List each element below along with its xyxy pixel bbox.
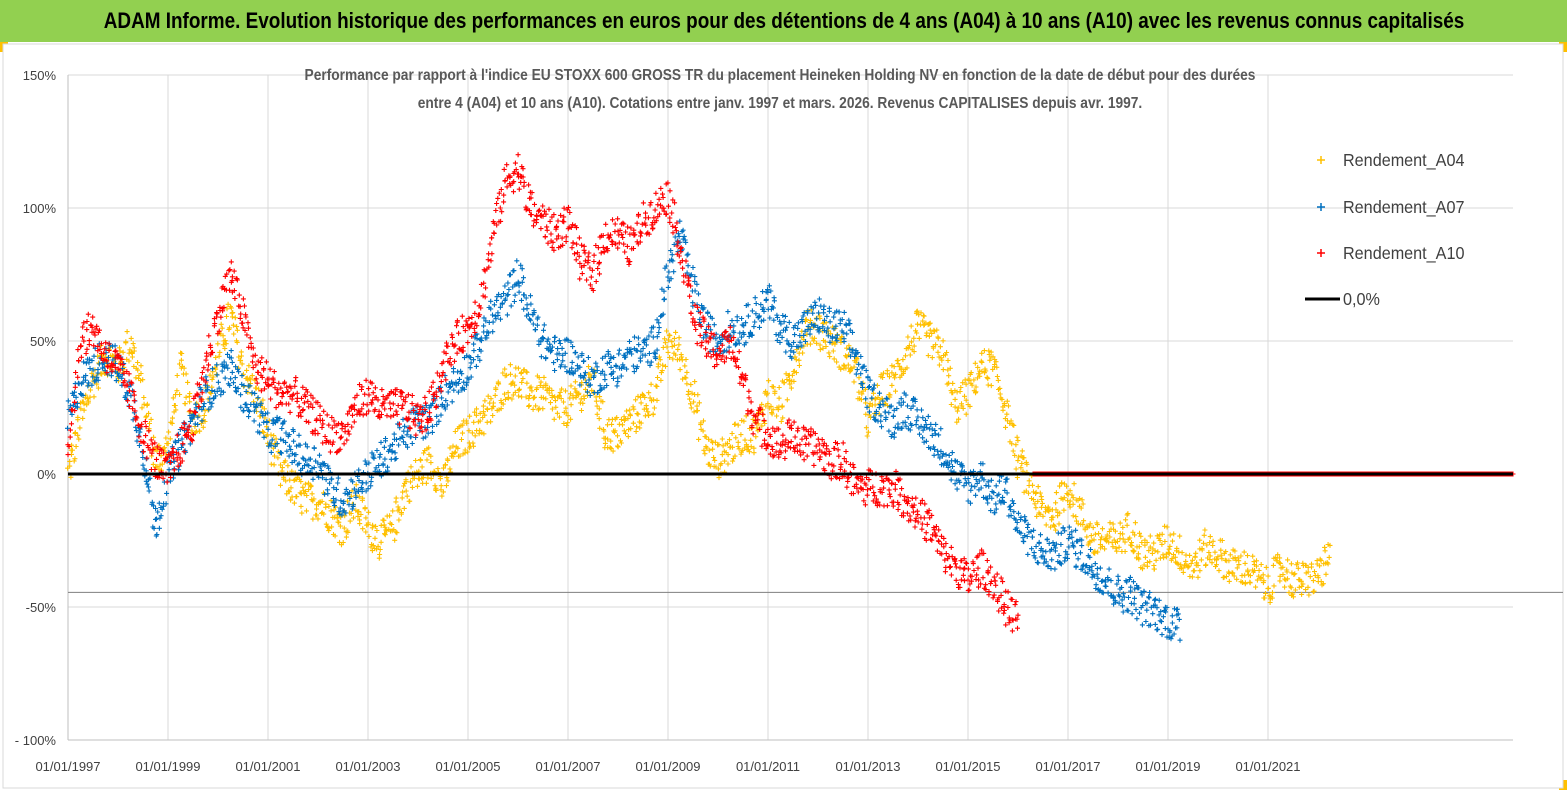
y-tick-label: 150% bbox=[23, 68, 57, 83]
y-tick-label: 50% bbox=[30, 334, 56, 349]
performance-chart: - 100%-50%0%50%100%150% 01/01/1997 01/01/… bbox=[2, 43, 1564, 789]
legend-marker bbox=[1317, 203, 1325, 211]
page-title: ADAM Informe. Evolution historique des p… bbox=[103, 8, 1464, 33]
gridlines bbox=[67, 74, 1513, 741]
legend-label: 0,0% bbox=[1343, 289, 1380, 309]
x-axis-ticks: 01/01/1997 01/01/1999 01/01/2001 01/01/2003… bbox=[35, 759, 1300, 774]
y-tick-label: - 100% bbox=[15, 733, 57, 748]
y-tick-label: 100% bbox=[23, 201, 57, 216]
x-tick-label: 01/01/2017 bbox=[1035, 759, 1100, 774]
y-axis-ticks: - 100% -50% 0% 50% 100% 150% bbox=[15, 68, 57, 748]
legend-marker bbox=[1317, 249, 1325, 257]
legend-marker bbox=[1317, 156, 1325, 164]
legend-label: Rendement_A04 bbox=[1343, 150, 1465, 170]
x-tick-label: 01/01/2019 bbox=[1135, 759, 1200, 774]
x-tick-label: 01/01/2011 bbox=[736, 759, 800, 774]
x-tick-label: 01/01/2021 bbox=[1235, 759, 1300, 774]
chart-subtitle: entre 4 (A04) et 10 ans (A10). Cotations… bbox=[418, 94, 1142, 112]
series-markers bbox=[65, 152, 1021, 634]
x-tick-label: 01/01/2005 bbox=[435, 759, 500, 774]
x-tick-label: 01/01/1999 bbox=[135, 759, 200, 774]
y-tick-label: 0% bbox=[37, 467, 56, 482]
x-tick-label: 01/01/2003 bbox=[335, 759, 400, 774]
legend-label: Rendement_A10 bbox=[1343, 243, 1464, 263]
legend-label: Rendement_A07 bbox=[1343, 197, 1464, 217]
legend: Rendement_A04 Rendement_A07 Rendement_A10 0… bbox=[1305, 150, 1465, 309]
chart-title: Performance par rapport à l'indice EU ST… bbox=[305, 66, 1256, 84]
x-tick-label: 01/01/1997 bbox=[35, 759, 100, 774]
header-banner: ADAM Informe. Evolution historique des p… bbox=[0, 0, 1567, 42]
y-tick-label: -50% bbox=[26, 600, 57, 615]
x-tick-label: 01/01/2001 bbox=[235, 759, 300, 774]
series-rendement-a10 bbox=[65, 152, 1021, 634]
x-tick-label: 01/01/2013 bbox=[835, 759, 900, 774]
x-tick-label: 01/01/2015 bbox=[935, 759, 1000, 774]
x-tick-label: 01/01/2009 bbox=[635, 759, 700, 774]
x-tick-label: 01/01/2007 bbox=[535, 759, 600, 774]
